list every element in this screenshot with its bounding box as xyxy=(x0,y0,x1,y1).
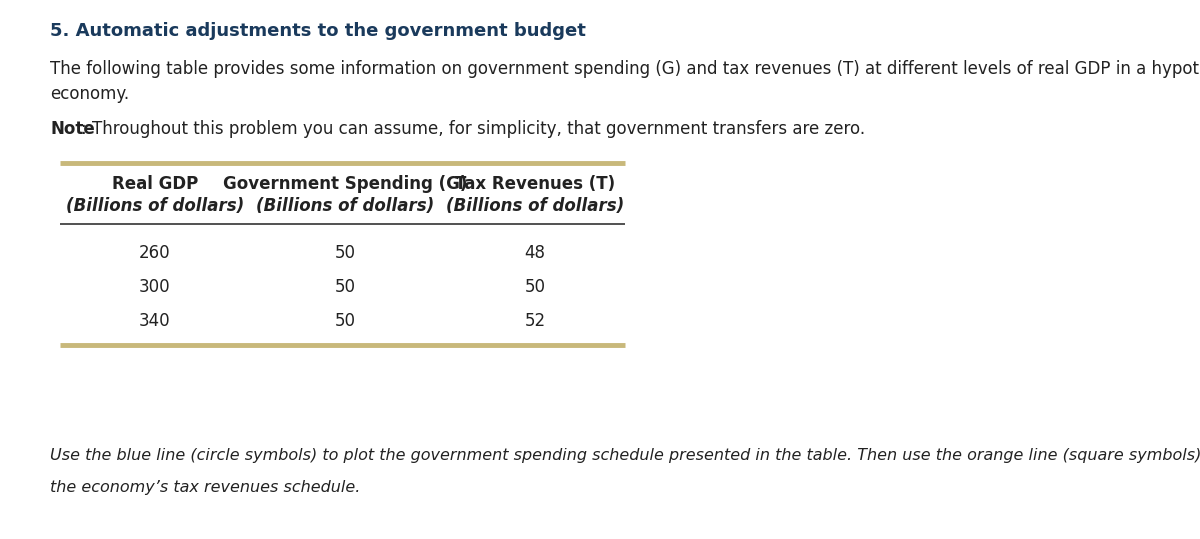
Text: 48: 48 xyxy=(524,244,546,262)
Text: Real GDP: Real GDP xyxy=(112,175,198,193)
Text: 300: 300 xyxy=(139,278,170,296)
Text: 50: 50 xyxy=(524,278,546,296)
Text: Government Spending (G): Government Spending (G) xyxy=(223,175,467,193)
Text: Use the blue line (circle symbols) to plot the government spending schedule pres: Use the blue line (circle symbols) to pl… xyxy=(50,448,1200,463)
Text: 50: 50 xyxy=(335,244,355,262)
Text: 5. Automatic adjustments to the government budget: 5. Automatic adjustments to the governme… xyxy=(50,22,586,40)
Text: Tax Revenues (T): Tax Revenues (T) xyxy=(455,175,616,193)
Text: (Billions of dollars): (Billions of dollars) xyxy=(256,197,434,215)
Text: 260: 260 xyxy=(139,244,170,262)
Text: 340: 340 xyxy=(139,312,170,330)
Text: (Billions of dollars): (Billions of dollars) xyxy=(446,197,624,215)
Text: : Throughout this problem you can assume, for simplicity, that government transf: : Throughout this problem you can assume… xyxy=(82,120,865,138)
Text: 52: 52 xyxy=(524,312,546,330)
Text: Note: Note xyxy=(50,120,95,138)
Text: The following table provides some information on government spending (G) and tax: The following table provides some inform… xyxy=(50,60,1200,78)
Text: 50: 50 xyxy=(335,278,355,296)
Text: (Billions of dollars): (Billions of dollars) xyxy=(66,197,244,215)
Text: economy.: economy. xyxy=(50,85,130,103)
Text: the economy’s tax revenues schedule.: the economy’s tax revenues schedule. xyxy=(50,480,360,495)
Text: 50: 50 xyxy=(335,312,355,330)
